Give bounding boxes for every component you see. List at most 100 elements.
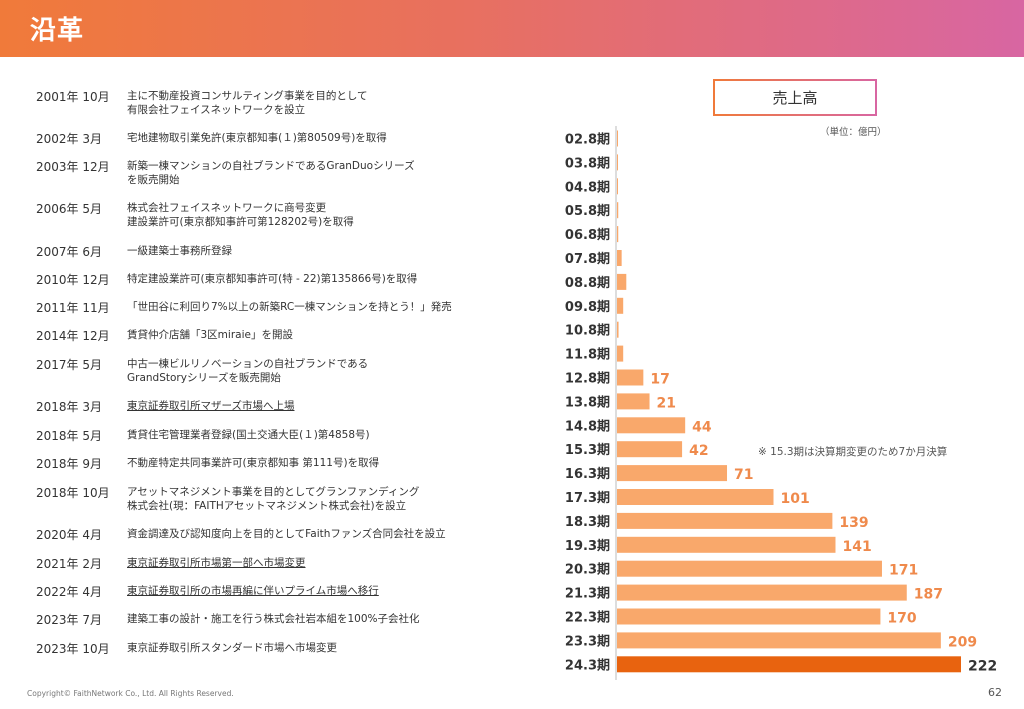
- timeline-description: 一級建築士事務所登録: [127, 244, 557, 258]
- revenue-bar: [617, 465, 728, 482]
- value-label: 222: [968, 658, 997, 674]
- revenue-bar: [617, 369, 644, 386]
- value-label: 42: [689, 443, 708, 459]
- timeline-date: 2023年 10月: [36, 642, 110, 656]
- value-label: 170: [887, 611, 916, 627]
- timeline-date: 2021年 2月: [36, 557, 102, 571]
- timeline-description: 賃貸仲介店舗「3区miraie」を開設: [127, 328, 557, 342]
- category-label: 22.3期: [565, 611, 610, 626]
- timeline-description: アセットマネジメント事業を目的としてグランファンディング 株式会社(現：FAITH…: [127, 485, 557, 513]
- timeline-description-line: 有限会社フェイスネットワークを設立: [127, 104, 306, 116]
- timeline-description-line: 建築工事の設計・施工を行う株式会社岩本組を100%子会社化: [127, 613, 420, 625]
- chart-unit-label: （単位：億円）: [820, 127, 887, 138]
- timeline-description[interactable]: 東京証券取引所市場第一部へ市場変更: [127, 556, 557, 570]
- revenue-bar: [617, 321, 619, 338]
- timeline-date: 2022年 4月: [36, 585, 102, 599]
- timeline-description-line: 賃貸住宅管理業者登録(国土交通大臣(１)第4858号): [127, 429, 370, 441]
- timeline-description-line: 新築一棟マンションの自社ブランドであるGranDuoシリーズ: [127, 160, 415, 172]
- revenue-bar: [617, 178, 618, 195]
- category-label: 03.8期: [565, 156, 610, 171]
- timeline-date: 2018年 3月: [36, 400, 102, 414]
- category-label: 07.8期: [565, 252, 610, 267]
- timeline-date: 2002年 3月: [36, 132, 102, 146]
- timeline-date: 2018年 10月: [36, 486, 110, 500]
- category-label: 04.8期: [565, 180, 610, 195]
- category-label: 12.8期: [565, 372, 610, 387]
- value-label: 209: [948, 634, 977, 650]
- category-label: 15.3期: [565, 443, 610, 458]
- revenue-bar: [617, 632, 941, 649]
- timeline-description: 株式会社フェイスネットワークに商号変更 建設業許可(東京都知事許可第128202号…: [127, 201, 557, 229]
- copyright-text: Copyright© FaithNetwork Co., Ltd. All Ri…: [27, 689, 234, 698]
- value-label: 171: [889, 563, 918, 579]
- value-label: 139: [839, 515, 868, 531]
- revenue-bar: [617, 273, 627, 290]
- timeline-description-line: 不動産特定共同事業許可(東京都知事 第111号)を取得: [127, 457, 380, 469]
- timeline-date: 2003年 12月: [36, 160, 110, 174]
- timeline-description: 建築工事の設計・施工を行う株式会社岩本組を100%子会社化: [127, 612, 557, 626]
- category-label: 14.8期: [565, 419, 610, 434]
- timeline-description-line: 資金調達及び認知度向上を目的としてFaithファンズ合同会社を設立: [127, 528, 446, 540]
- category-label: 18.3期: [565, 515, 610, 530]
- timeline-description-line: アセットマネジメント事業を目的としてグランファンディング: [127, 486, 420, 498]
- page-number: 62: [988, 686, 1002, 699]
- timeline-description-line: 中古一棟ビルリノベーションの自社ブランドである: [127, 358, 369, 370]
- timeline-description-line: GrandStoryシリーズを販売開始: [127, 372, 281, 384]
- timeline-description: 宅地建物取引業免許(東京都知事(１)第80509号)を取得: [127, 131, 557, 145]
- timeline-description-line: 「世田谷に利回り7%以上の新築RC一棟マンションを持とう！」発売: [127, 301, 452, 313]
- timeline-description-line: 東京証券取引所の市場再編に伴いプライム市場へ移行: [127, 585, 379, 597]
- revenue-bar: [617, 656, 961, 673]
- timeline-date: 2001年 10月: [36, 90, 110, 104]
- revenue-bar: [617, 489, 774, 505]
- timeline-description[interactable]: 東京証券取引所マザーズ市場へ上場: [127, 399, 557, 413]
- category-label: 10.8期: [565, 324, 610, 339]
- revenue-bar: [617, 345, 624, 362]
- revenue-bar: [617, 202, 619, 219]
- revenue-bar: [617, 250, 622, 266]
- category-label: 20.3期: [565, 563, 610, 578]
- timeline-description-line: 東京証券取引所マザーズ市場へ上場: [127, 400, 295, 412]
- category-label: 08.8期: [565, 276, 610, 291]
- category-label: 09.8期: [565, 300, 610, 315]
- value-label: 141: [842, 539, 871, 555]
- timeline-date: 2007年 6月: [36, 245, 102, 259]
- category-label: 16.3期: [565, 467, 610, 482]
- timeline-description-line: 東京証券取引所スタンダード市場へ市場変更: [127, 642, 337, 654]
- value-label: 101: [781, 491, 810, 507]
- timeline-description-line: を販売開始: [127, 174, 180, 186]
- revenue-bar: [617, 441, 683, 458]
- revenue-bar: [617, 393, 650, 410]
- timeline-description-line: 主に不動産投資コンサルティング事業を目的として: [127, 90, 368, 102]
- category-label: 21.3期: [565, 587, 610, 602]
- category-label: 11.8期: [565, 348, 610, 363]
- revenue-bar: [617, 608, 881, 625]
- header-bar: 沿革: [0, 0, 1024, 57]
- timeline-description: 不動産特定共同事業許可(東京都知事 第111号)を取得: [127, 456, 557, 470]
- timeline-description[interactable]: 東京証券取引所の市場再編に伴いプライム市場へ移行: [127, 584, 557, 598]
- category-label: 13.8期: [565, 395, 610, 410]
- timeline-description: 賃貸住宅管理業者登録(国土交通大臣(１)第4858号): [127, 428, 557, 442]
- value-label: 44: [692, 419, 712, 435]
- timeline-date: 2017年 5月: [36, 358, 102, 372]
- timeline-date: 2023年 7月: [36, 613, 102, 627]
- revenue-bar: [617, 226, 619, 243]
- revenue-bar: [617, 512, 833, 529]
- revenue-bar: [617, 297, 624, 314]
- revenue-bar: [617, 154, 618, 171]
- category-label: 19.3期: [565, 539, 610, 554]
- category-label: 17.3期: [565, 491, 610, 506]
- timeline-date: 2018年 9月: [36, 457, 102, 471]
- timeline-description: 中古一棟ビルリノベーションの自社ブランドである GrandStoryシリーズを販売…: [127, 357, 557, 385]
- timeline-date: 2010年 12月: [36, 273, 110, 287]
- category-label: 23.3期: [565, 634, 610, 649]
- timeline-date: 2006年 5月: [36, 202, 102, 216]
- timeline-description-line: 特定建設業許可(東京都知事許可(特 - 22)第135866号)を取得: [127, 273, 418, 285]
- chart-annotation: ※ 15.3期は決算期変更のため7か月決算: [758, 446, 948, 458]
- value-label: 187: [914, 587, 943, 603]
- revenue-bar: [617, 130, 618, 147]
- revenue-bar: [617, 536, 836, 553]
- timeline-description-line: 株式会社(現：FAITHアセットマネジメント株式会社)を設立: [127, 500, 407, 512]
- category-label: 05.8期: [565, 204, 610, 219]
- category-label: 24.3期: [565, 658, 610, 673]
